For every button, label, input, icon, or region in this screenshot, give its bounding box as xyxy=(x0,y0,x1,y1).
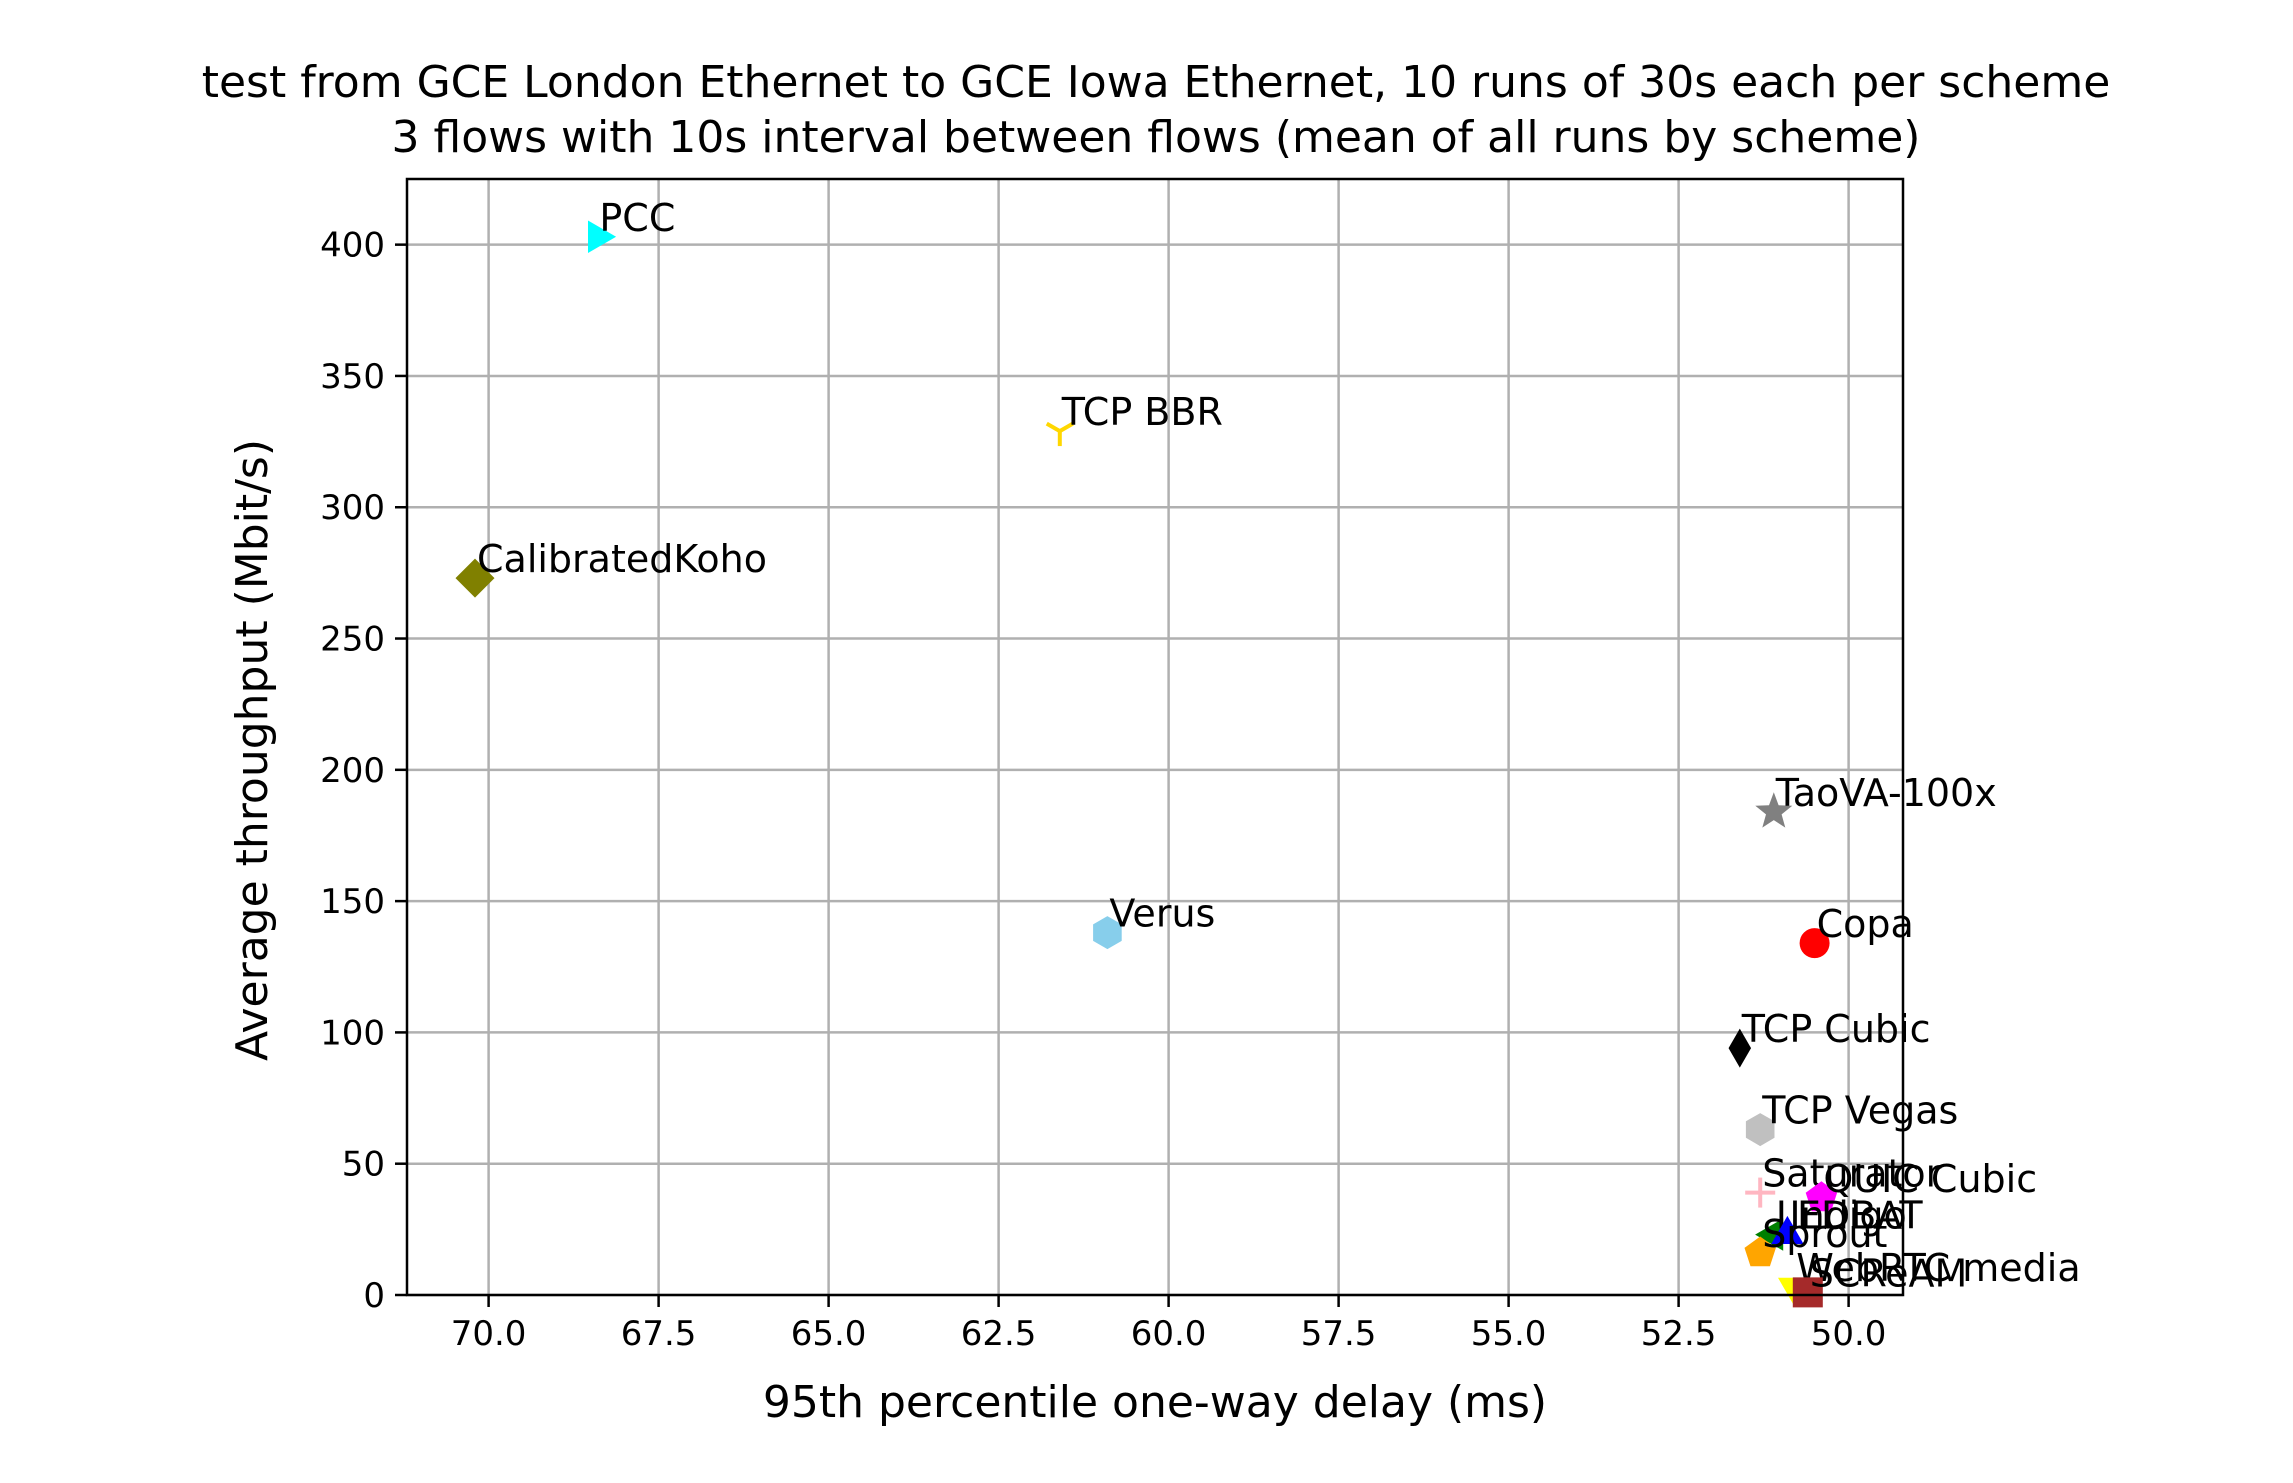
data-point-marker xyxy=(1755,792,1793,828)
data-point: Verus xyxy=(1093,892,1215,950)
data-point-marker xyxy=(1058,421,1074,433)
data-point-label: TCP Vegas xyxy=(1761,1089,1958,1133)
data-point-marker xyxy=(1805,1181,1838,1212)
data-point-label: Indigo xyxy=(1789,1194,1906,1238)
data-point-label: Verus xyxy=(1109,892,1215,936)
data-point-marker xyxy=(1093,916,1122,950)
x-tick-label: 52.5 xyxy=(1641,1314,1717,1354)
data-point-marker xyxy=(588,220,617,253)
x-tick-label: 65.0 xyxy=(791,1314,867,1354)
data-point: Saturator xyxy=(1745,1152,1942,1208)
data-point-label: Copa xyxy=(1817,902,1914,946)
data-point-label: CalibratedKoho xyxy=(477,537,767,581)
data-point-label: SCReAM xyxy=(1810,1251,1968,1295)
data-point: SCReAM xyxy=(1792,1251,1968,1308)
data-point-marker xyxy=(1799,928,1830,959)
y-tick-label: 100 xyxy=(320,1013,385,1053)
data-point: Copa xyxy=(1799,902,1914,959)
data-point: TCP Vegas xyxy=(1745,1089,1958,1147)
chart-subtitle: 3 flows with 10s interval between flows … xyxy=(392,112,1921,163)
plot-frame xyxy=(405,177,1905,1297)
data-point-marker xyxy=(1792,1277,1823,1308)
data-point-label: PCC xyxy=(599,196,675,240)
data-point-marker xyxy=(1728,1028,1752,1068)
x-axis-label: 95th percentile one-way delay (ms) xyxy=(763,1377,1547,1428)
data-point: PCC xyxy=(588,196,675,253)
data-point-marker xyxy=(1744,1236,1776,1267)
y-tick-label: 50 xyxy=(342,1145,385,1185)
data-point-marker xyxy=(1745,1113,1775,1147)
x-tick-label: 67.5 xyxy=(621,1314,697,1354)
data-point: QUIC Cubic xyxy=(1805,1157,2037,1212)
y-tick-label: 350 xyxy=(320,357,385,397)
data-point: TaoVA-100x xyxy=(1755,771,1997,828)
y-tick-label: 300 xyxy=(320,488,385,528)
data-point: TCP Cubic xyxy=(1728,1007,1931,1068)
x-tick-label: 55.0 xyxy=(1471,1314,1547,1354)
data-point-label: WebRTC media xyxy=(1796,1246,2080,1290)
data-point-label: Sprout xyxy=(1762,1212,1887,1256)
data-point-label: Saturator xyxy=(1762,1152,1941,1196)
x-tick-label: 57.5 xyxy=(1301,1314,1377,1354)
y-tick-label: 200 xyxy=(320,751,385,791)
chart-title: test from GCE London Ethernet to GCE Iow… xyxy=(202,57,2111,108)
data-point: Indigo xyxy=(1771,1194,1907,1244)
axis-ticks: 70.0 67.5 65.0 62.5 60.0 57.5 55.0 52.5 50.0 0 50 1… xyxy=(320,226,1886,1354)
x-tick-label: 50.0 xyxy=(1811,1314,1887,1354)
y-tick-label: 0 xyxy=(363,1276,385,1316)
x-tick-label: 62.5 xyxy=(961,1314,1037,1354)
data-point: CalibratedKoho xyxy=(455,537,767,598)
data-point-marker xyxy=(1771,1215,1804,1244)
data-point-label: TCP BBR xyxy=(1061,390,1223,434)
y-tick-label: 400 xyxy=(320,226,385,266)
data-point-label: QUIC Cubic xyxy=(1823,1157,2037,1201)
data-point-marker xyxy=(455,558,495,598)
data-point-marker xyxy=(1045,421,1061,433)
data-point-label: TaoVA-100x xyxy=(1775,771,1997,815)
data-points: PCC TCP BBR CalibratedKoho TaoVA-100x Verus C… xyxy=(455,196,2081,1308)
data-point: WebRTC media xyxy=(1778,1246,2081,1306)
x-tick-label: 70.0 xyxy=(451,1314,527,1354)
data-point: Sprout xyxy=(1744,1212,1887,1267)
data-point: TCP BBR xyxy=(1045,390,1223,447)
x-tick-label: 60.0 xyxy=(1131,1314,1207,1354)
data-point-label: TCP Cubic xyxy=(1741,1007,1931,1051)
y-tick-label: 150 xyxy=(320,882,385,922)
data-point: LEDBAT xyxy=(1755,1194,1923,1251)
y-axis-label: Average throughput (Mbit/s) xyxy=(227,439,278,1061)
data-point-label: LEDBAT xyxy=(1776,1194,1924,1238)
y-tick-label: 250 xyxy=(320,620,385,660)
grid xyxy=(407,179,1903,1297)
